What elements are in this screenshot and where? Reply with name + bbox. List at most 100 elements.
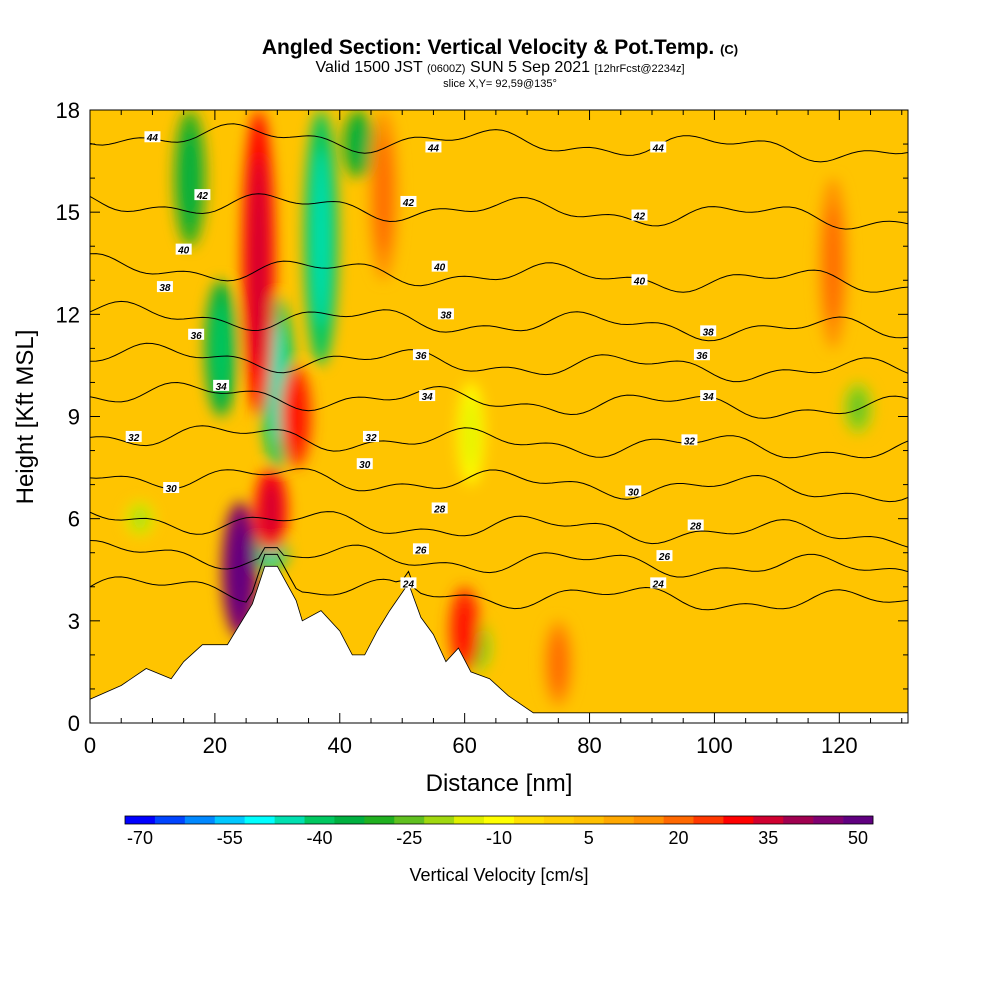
contour-label: 32 [362,430,379,444]
colorbar-tick-label: -40 [306,828,332,848]
colorbar-tick-label: 50 [848,828,868,848]
y-tick-label: 12 [56,302,80,327]
svg-text:40: 40 [633,276,646,287]
x-tick-label: 100 [696,733,733,758]
contour-label: 36 [412,349,429,362]
contour-label: 44 [650,141,667,154]
slice-info: slice X,Y= 92,59@135° [443,78,557,90]
theta-contour-26 [90,540,908,578]
colorbar-swatch [274,816,305,824]
colorbar-swatch [843,816,874,824]
contour-label: 28 [687,519,704,532]
colorbar-swatch [693,816,724,824]
contour-label: 38 [156,281,173,294]
terrain-mask [90,565,908,723]
theta-contour-36 [90,342,908,383]
y-tick-label: 0 [68,711,80,736]
colorbar-swatch [184,816,216,824]
chart-title: Angled Section: Vertical Velocity & Pot.… [261,36,739,59]
contour-label: 42 [194,189,211,202]
contour-label: 40 [631,274,648,287]
contour-label: 36 [188,328,205,342]
colorbar-tick-label: 35 [758,828,778,848]
theta-contour-40 [90,253,908,293]
svg-text:42: 42 [633,212,646,223]
chart-subtitle: Valid 1500 JST (0600Z) SUN 5 Sep 2021 [1… [315,59,685,76]
contour-label: 28 [431,502,448,515]
theta-contour-30 [90,468,908,503]
colorbar-swatch [543,816,575,824]
colorbar-swatch [214,816,245,824]
contour-label: 32 [125,430,142,444]
downdraft-region-core [182,130,198,226]
theta-contour-38 [90,300,908,342]
colorbar-swatch [513,816,545,824]
svg-text:32: 32 [684,436,696,447]
contour-label: 44 [425,141,442,154]
contour-label: 40 [175,243,192,257]
theta-contour-24 [90,553,908,611]
svg-text:30: 30 [166,484,178,495]
contour-label: 34 [700,390,717,403]
updraft-region-core [456,599,473,660]
downdraft-region-core [850,390,866,426]
updraft-region-core [250,155,267,371]
svg-text:26: 26 [658,552,671,563]
updraft-region-core [262,480,280,540]
colorbar-swatch [334,816,365,824]
x-axis-label: Distance [nm] [426,770,573,797]
svg-text:34: 34 [703,392,715,403]
theta-contour-28 [90,511,908,548]
colorbar-tick-label: -70 [127,828,153,848]
contour-label: 34 [419,390,436,403]
colorbar-swatch [753,816,784,824]
x-tick-label: 120 [821,733,858,758]
svg-text:44: 44 [146,133,159,144]
y-tick-label: 6 [68,507,80,532]
colorbar-swatch [394,816,425,824]
svg-text:24: 24 [402,579,415,590]
colorbar-tick-label: -25 [396,828,422,848]
colorbar-swatch [573,816,605,824]
updraft-region-core [230,522,249,618]
x-tick-label: 60 [452,733,476,758]
field-background [90,110,908,723]
svg-text:42: 42 [196,191,209,202]
contour-label: 30 [163,482,180,495]
x-tick-label: 40 [328,733,352,758]
downdraft-region-core [350,120,367,168]
colorbar-swatch [424,816,455,824]
y-tick-label: 15 [56,200,80,225]
updraft-region-core [288,380,304,453]
contour-label: 42 [400,195,417,209]
colorbar-label: Vertical Velocity [cm/s] [409,865,588,885]
svg-text:38: 38 [159,283,171,294]
colorbar-swatch [244,816,275,824]
y-tick-label: 3 [68,609,80,634]
contour-label: 34 [213,379,230,393]
y-axis-label: Height [Kft MSL] [12,330,39,505]
colorbar-swatch [454,816,485,824]
updraft-region-core [551,633,566,694]
svg-text:30: 30 [628,487,640,498]
svg-text:44: 44 [652,143,665,154]
colorbar-swatch [783,816,814,824]
svg-text:38: 38 [440,310,452,321]
colorbar-swatch [364,816,395,824]
contour-label: 26 [656,550,673,563]
svg-text:24: 24 [652,579,665,590]
svg-text:26: 26 [414,545,427,556]
colorbar-tick-label: 20 [669,828,689,848]
contour-label: 26 [412,543,429,556]
contour-label: 42 [631,209,648,223]
svg-text:36: 36 [415,351,427,362]
x-tick-label: 80 [577,733,601,758]
contour-label: 36 [693,349,710,362]
svg-text:36: 36 [191,331,203,342]
svg-text:32: 32 [128,433,140,444]
colorbar-tick-label: -10 [486,828,512,848]
colorbar-frame [124,815,874,825]
theta-contour-44 [90,123,908,163]
downdraft-region-core [312,148,330,328]
colorbar-swatch [663,816,694,824]
